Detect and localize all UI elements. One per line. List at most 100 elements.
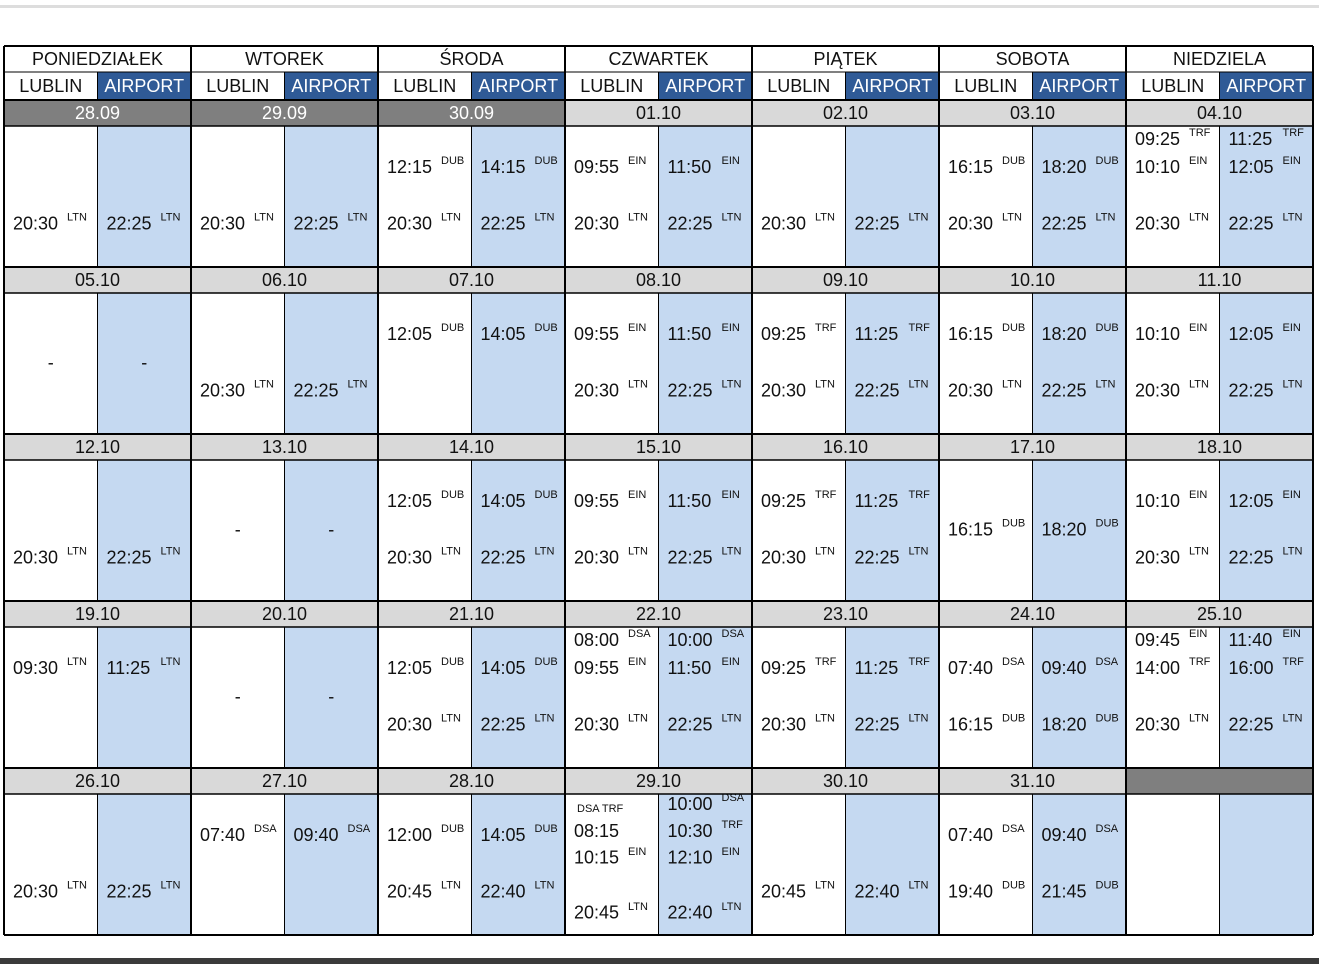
departure-time: 12:05	[387, 658, 432, 678]
date: 17.10	[1010, 437, 1055, 457]
departure-time: 20:30	[574, 547, 619, 567]
departure-time: 07:40	[948, 658, 993, 678]
day-name: CZWARTEK	[608, 49, 708, 69]
route-code: DSA	[722, 628, 745, 640]
date-bg	[752, 100, 939, 126]
departure-time: 20:30	[948, 380, 993, 400]
route-code: LTN	[909, 212, 929, 224]
departure-time: 22:25	[294, 380, 339, 400]
route-code: LTN	[1096, 212, 1116, 224]
airport-cell-bg	[471, 293, 565, 434]
route-code: EIN	[1283, 489, 1301, 501]
date-bg	[1126, 601, 1313, 627]
route-code: DSA	[722, 792, 745, 804]
route-code: LTN	[909, 546, 929, 558]
date: 19.10	[75, 604, 120, 624]
date: 24.10	[1010, 604, 1055, 624]
departure-time: 14:05	[481, 825, 526, 845]
airport-cell-bg	[845, 293, 939, 434]
departure-time: 22:25	[668, 547, 713, 567]
route-code: EIN	[1283, 322, 1301, 334]
route-code: LTN	[1283, 546, 1303, 558]
departure-time: 22:25	[1042, 380, 1087, 400]
departure-time: 20:30	[13, 213, 58, 233]
departure-time: 20:30	[387, 547, 432, 567]
route-code: LTN	[1189, 379, 1209, 391]
route-code: DUB	[1096, 517, 1119, 529]
route-code: LTN	[815, 212, 835, 224]
route-code: DUB	[535, 155, 558, 167]
date: 01.10	[636, 103, 681, 123]
departure-time: 12:05	[1229, 491, 1274, 511]
column-header: AIRPORT	[1039, 76, 1119, 96]
airport-cell-bg	[97, 293, 191, 434]
departure-time: 22:25	[294, 213, 339, 233]
route-code: LTN	[67, 546, 87, 558]
route-code: LTN	[909, 880, 929, 892]
route-code: EIN	[722, 155, 740, 167]
route-code: LTN	[628, 379, 648, 391]
departure-time: 10:10	[1135, 157, 1180, 177]
route-code: TRF	[1189, 656, 1211, 668]
route-code: LTN	[722, 713, 742, 725]
date-bg	[939, 768, 1126, 794]
date: 31.10	[1010, 771, 1055, 791]
route-code: DUB	[441, 656, 464, 668]
departure-time: 22:25	[107, 547, 152, 567]
departure-time: 20:30	[387, 714, 432, 734]
airport-cell-bg	[284, 627, 378, 768]
route-code: TRF	[815, 656, 837, 668]
route-code: LTN	[815, 546, 835, 558]
no-flight: -	[328, 686, 334, 706]
route-code: LTN	[161, 656, 181, 668]
route-code: LTN	[1283, 379, 1303, 391]
route-code: EIN	[1189, 155, 1207, 167]
departure-time: 18:20	[1042, 714, 1087, 734]
day-name: PONIEDZIAŁEK	[32, 49, 163, 69]
route-code: LTN	[441, 713, 461, 725]
departure-time: 10:00	[668, 630, 713, 650]
departure-time: 11:50	[668, 658, 712, 678]
date-bg	[4, 267, 191, 293]
column-header: AIRPORT	[478, 76, 558, 96]
departure-time: 14:00	[1135, 658, 1180, 678]
day-name: ŚRODA	[439, 48, 503, 69]
departure-time: 20:30	[574, 714, 619, 734]
route-code: LTN	[1189, 546, 1209, 558]
departure-time: 11:25	[107, 658, 151, 678]
airport-cell-bg	[97, 794, 191, 935]
departure-time: 20:45	[574, 903, 619, 923]
departure-time: 16:15	[948, 714, 993, 734]
departure-time: 22:25	[1229, 714, 1274, 734]
day-name: NIEDZIELA	[1173, 49, 1266, 69]
departure-time: 20:45	[387, 881, 432, 901]
airport-cell-bg	[97, 126, 191, 267]
route-code: DUB	[1002, 713, 1025, 725]
date-bg	[565, 267, 752, 293]
column-header: LUBLIN	[19, 76, 82, 96]
date: 30.09	[449, 103, 494, 123]
departure-time: 20:30	[761, 547, 806, 567]
route-code: LTN	[1002, 212, 1022, 224]
route-code: EIN	[722, 656, 740, 668]
departure-time: 16:15	[948, 324, 993, 344]
column-header: LUBLIN	[206, 76, 269, 96]
route-code: LTN	[254, 212, 274, 224]
date-bg	[1126, 100, 1313, 126]
column-header: LUBLIN	[1141, 76, 1204, 96]
route-code: DUB	[535, 656, 558, 668]
departure-time: 20:30	[1135, 380, 1180, 400]
column-header: LUBLIN	[580, 76, 643, 96]
departure-time: 12:15	[387, 157, 432, 177]
departure-time: 08:15	[574, 821, 619, 841]
route-code: LTN	[67, 880, 87, 892]
column-header: LUBLIN	[393, 76, 456, 96]
airport-cell-bg	[845, 126, 939, 267]
departure-time: 22:25	[481, 547, 526, 567]
route-code: TRF	[909, 656, 931, 668]
route-code: EIN	[628, 489, 646, 501]
departure-time: 20:30	[761, 213, 806, 233]
route-code: TRF	[815, 322, 837, 334]
departure-time: 11:25	[855, 658, 899, 678]
date-bg	[191, 100, 378, 126]
